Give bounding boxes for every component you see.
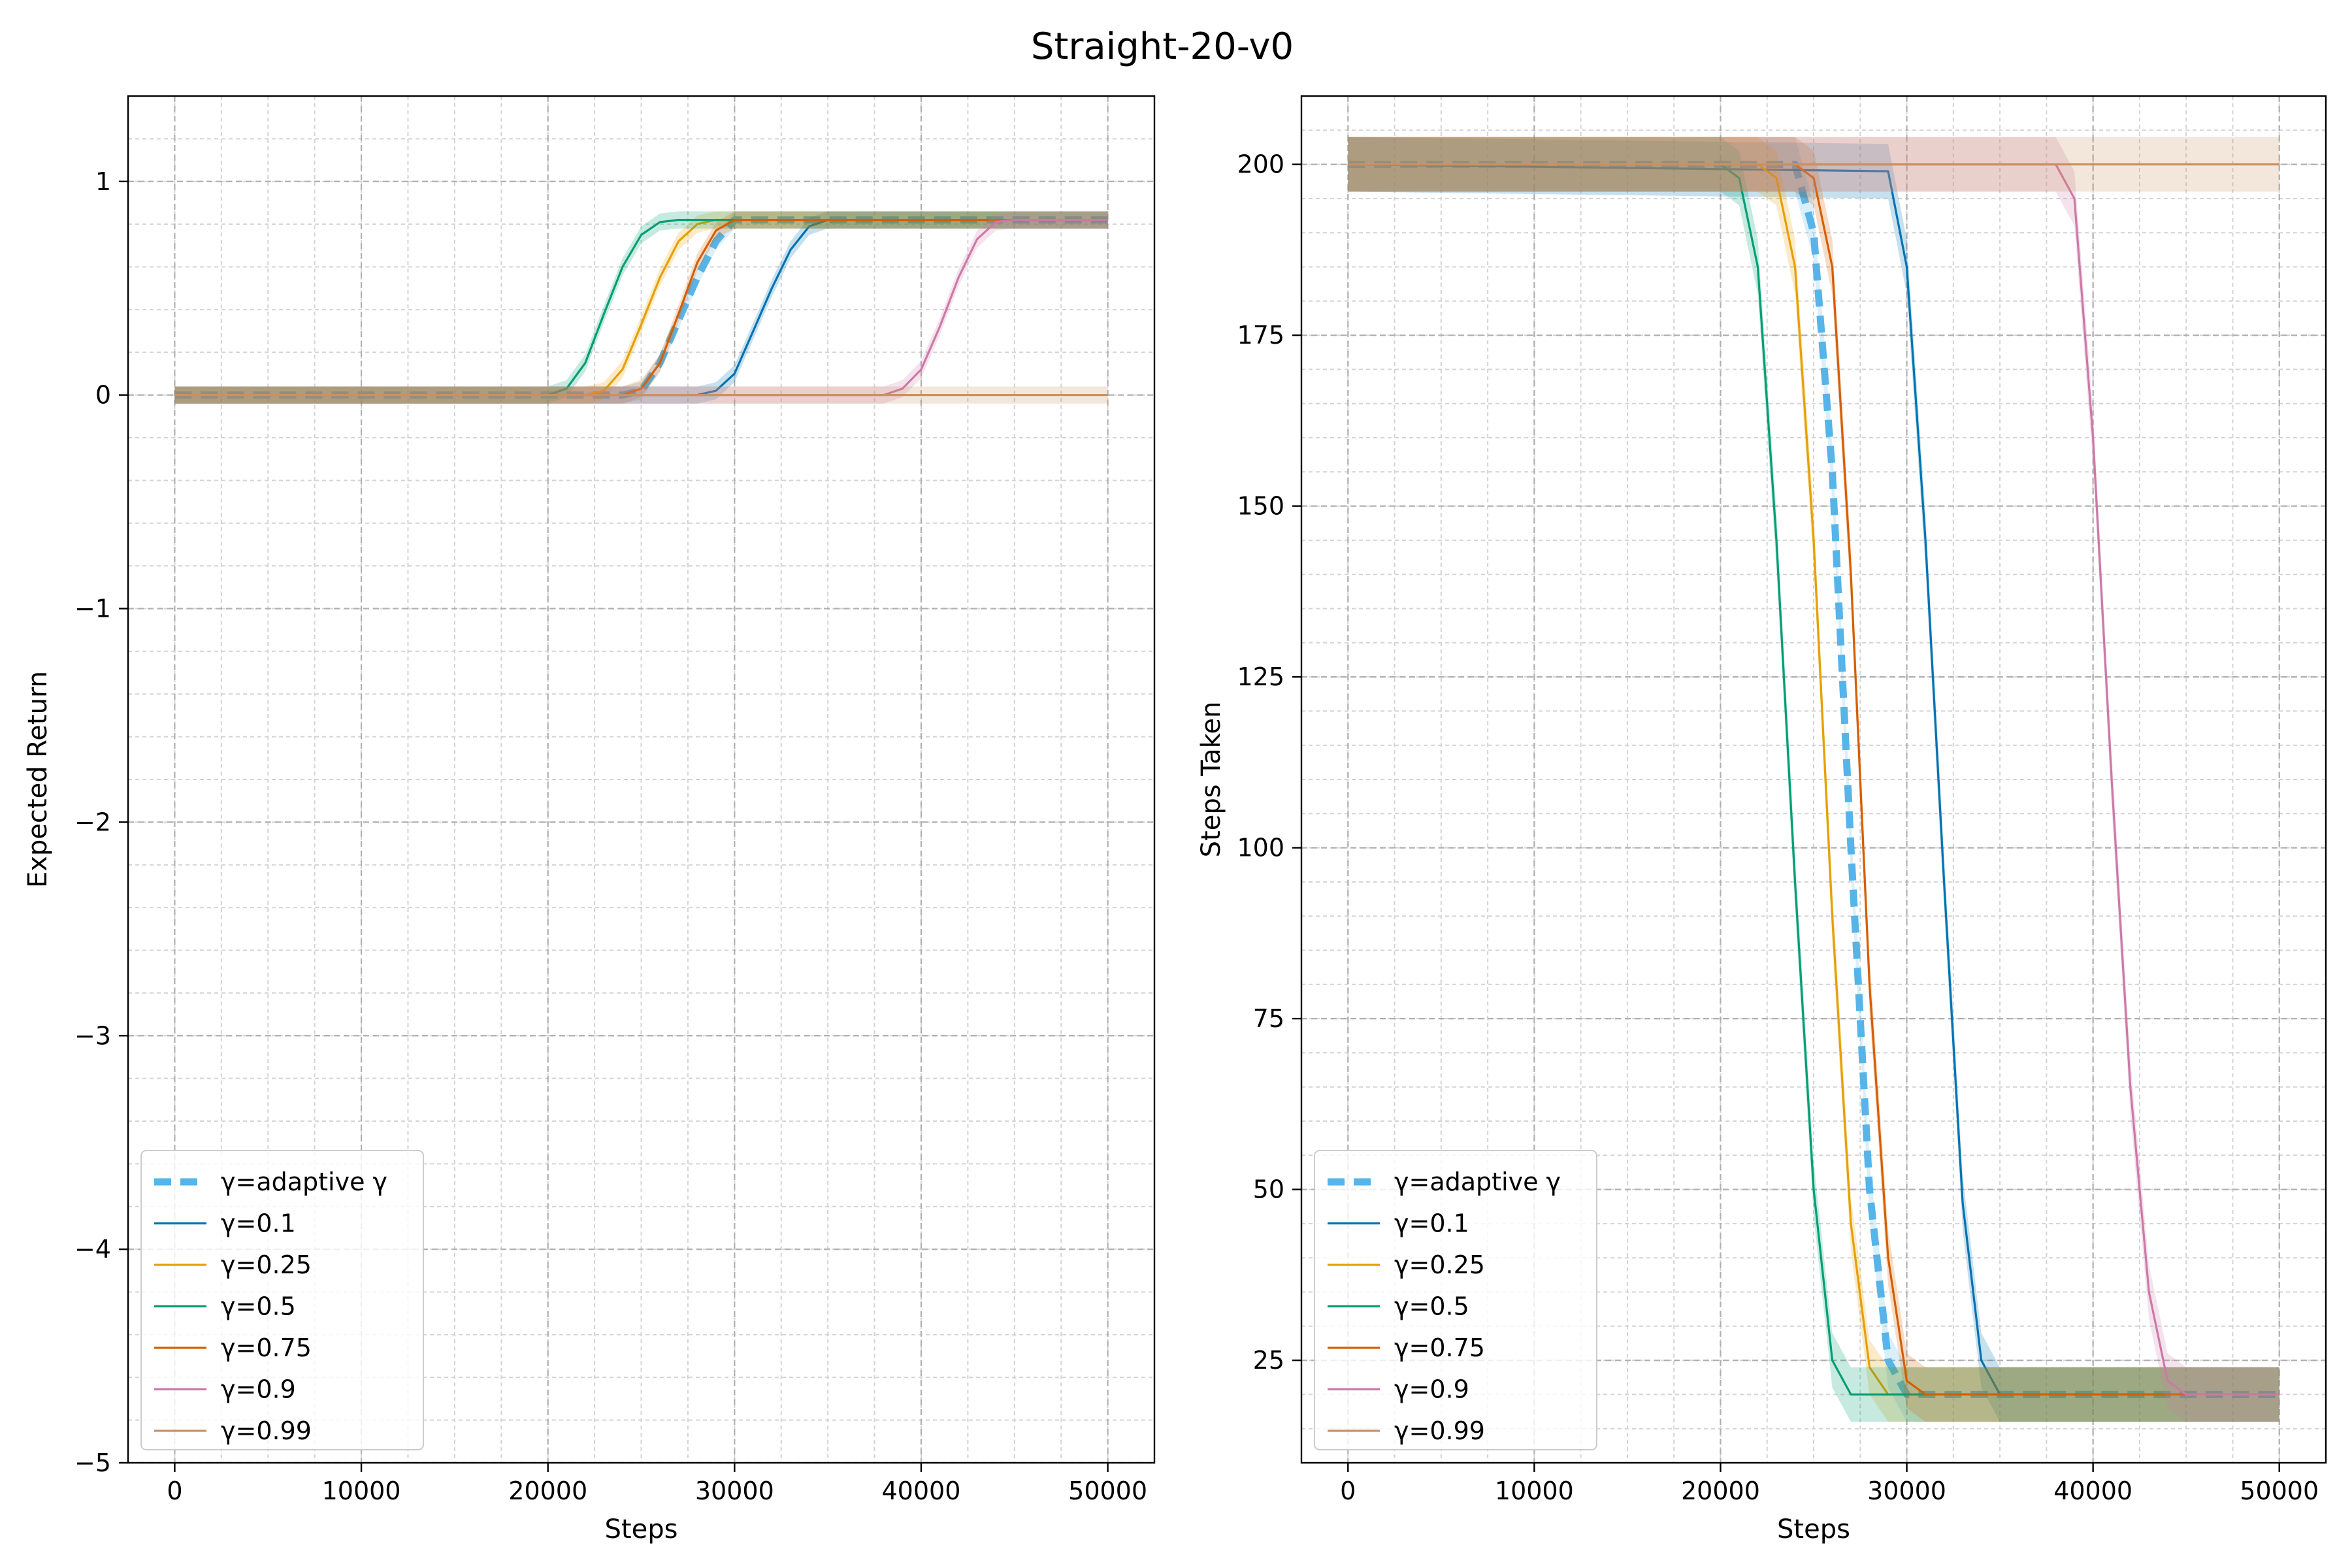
y-tick-label: 125 (1237, 662, 1284, 691)
series-line-5 (1348, 163, 2279, 1396)
y-axis-label: Steps Taken (1196, 702, 1226, 858)
axes-frame (1300, 95, 2327, 1464)
legend-label-0: γ=adaptive γ (221, 1168, 387, 1196)
legend-label-2: γ=0.25 (1394, 1250, 1485, 1279)
y-tick-label: −3 (74, 1021, 111, 1050)
legend-label-5: γ=0.9 (1394, 1375, 1469, 1404)
legend-label-1: γ=0.1 (221, 1209, 296, 1238)
x-tick-label: 20000 (508, 1477, 587, 1505)
series-line-2 (174, 219, 1108, 397)
y-tick-label: −2 (74, 808, 111, 836)
right-panel-steps-taken: 0 10000 20000 30000 40000 50000 200 175 150 125 10… (1196, 95, 2327, 1544)
legend: γ=adaptive γ γ=0.1 γ=0.25 γ=0.5 γ=0.75 γ=0.9 γ… (140, 1150, 424, 1450)
legend: γ=adaptive γ γ=0.1 γ=0.25 γ=0.5 γ=0.75 γ=0.9 γ… (1314, 1150, 1597, 1450)
x-tick-label: 50000 (2240, 1477, 2319, 1505)
series-line-0 (1348, 161, 2279, 1398)
y-tick-label: 150 (1237, 492, 1284, 521)
series-line-1 (174, 219, 1108, 397)
legend-box (140, 1150, 424, 1450)
legend-label-4: γ=0.75 (221, 1333, 312, 1362)
y-tick-label: −1 (74, 595, 111, 623)
y-tick-label: 100 (1237, 834, 1284, 862)
legend-label-6: γ=0.99 (1394, 1416, 1485, 1445)
y-tick-label: 175 (1237, 321, 1284, 350)
y-tick-label: −5 (74, 1448, 111, 1477)
series-band-3 (1348, 137, 2279, 1422)
series-line-4 (174, 219, 1108, 397)
y-tick-label: 0 (95, 381, 111, 410)
legend-label-3: γ=0.5 (221, 1292, 296, 1321)
legend-box (1314, 1150, 1597, 1450)
y-tick-label: 200 (1237, 150, 1284, 179)
series-line-4 (1348, 163, 2279, 1396)
axes-frame (127, 95, 1156, 1464)
left-panel-expected-return: 0 10000 20000 30000 40000 50000 1 0 −1 −2 −3 −4 −5 St… (23, 95, 1156, 1544)
legend-label-5: γ=0.9 (221, 1375, 296, 1404)
x-tick-label: 40000 (2053, 1477, 2132, 1505)
legend-label-3: γ=0.5 (1394, 1292, 1469, 1321)
y-tick-label: 75 (1253, 1004, 1284, 1033)
legend-label-1: γ=0.1 (1394, 1209, 1469, 1238)
x-axis-label: Steps (605, 1514, 678, 1544)
x-tick-label: 10000 (322, 1477, 401, 1505)
series-line-5 (174, 219, 1108, 397)
legend-label-4: γ=0.75 (1394, 1333, 1485, 1362)
y-tick-label: 50 (1253, 1175, 1284, 1204)
series-line-3 (174, 219, 1108, 397)
x-tick-label: 0 (1340, 1477, 1356, 1505)
y-tick-label: 1 (95, 167, 111, 196)
x-tick-label: 30000 (695, 1477, 774, 1505)
x-tick-label: 40000 (882, 1477, 961, 1505)
series-line-2 (1348, 163, 2279, 1396)
figure-title: Straight-20-v0 (1031, 25, 1294, 68)
legend-label-6: γ=0.99 (221, 1416, 312, 1445)
x-tick-label: 10000 (1495, 1477, 1574, 1505)
x-tick-label: 50000 (1068, 1477, 1147, 1505)
x-tick-label: 20000 (1681, 1477, 1760, 1505)
x-tick-label: 0 (167, 1477, 182, 1505)
x-axis-label: Steps (1777, 1514, 1850, 1544)
y-tick-label: 25 (1253, 1346, 1284, 1375)
y-axis-label: Expected Return (23, 671, 53, 888)
series-line-3 (1348, 163, 2279, 1396)
x-tick-label: 30000 (1867, 1477, 1946, 1505)
legend-label-2: γ=0.25 (221, 1250, 312, 1279)
series-line-1 (1348, 163, 2279, 1396)
y-tick-label: −4 (74, 1235, 111, 1264)
legend-label-0: γ=adaptive γ (1394, 1168, 1561, 1196)
